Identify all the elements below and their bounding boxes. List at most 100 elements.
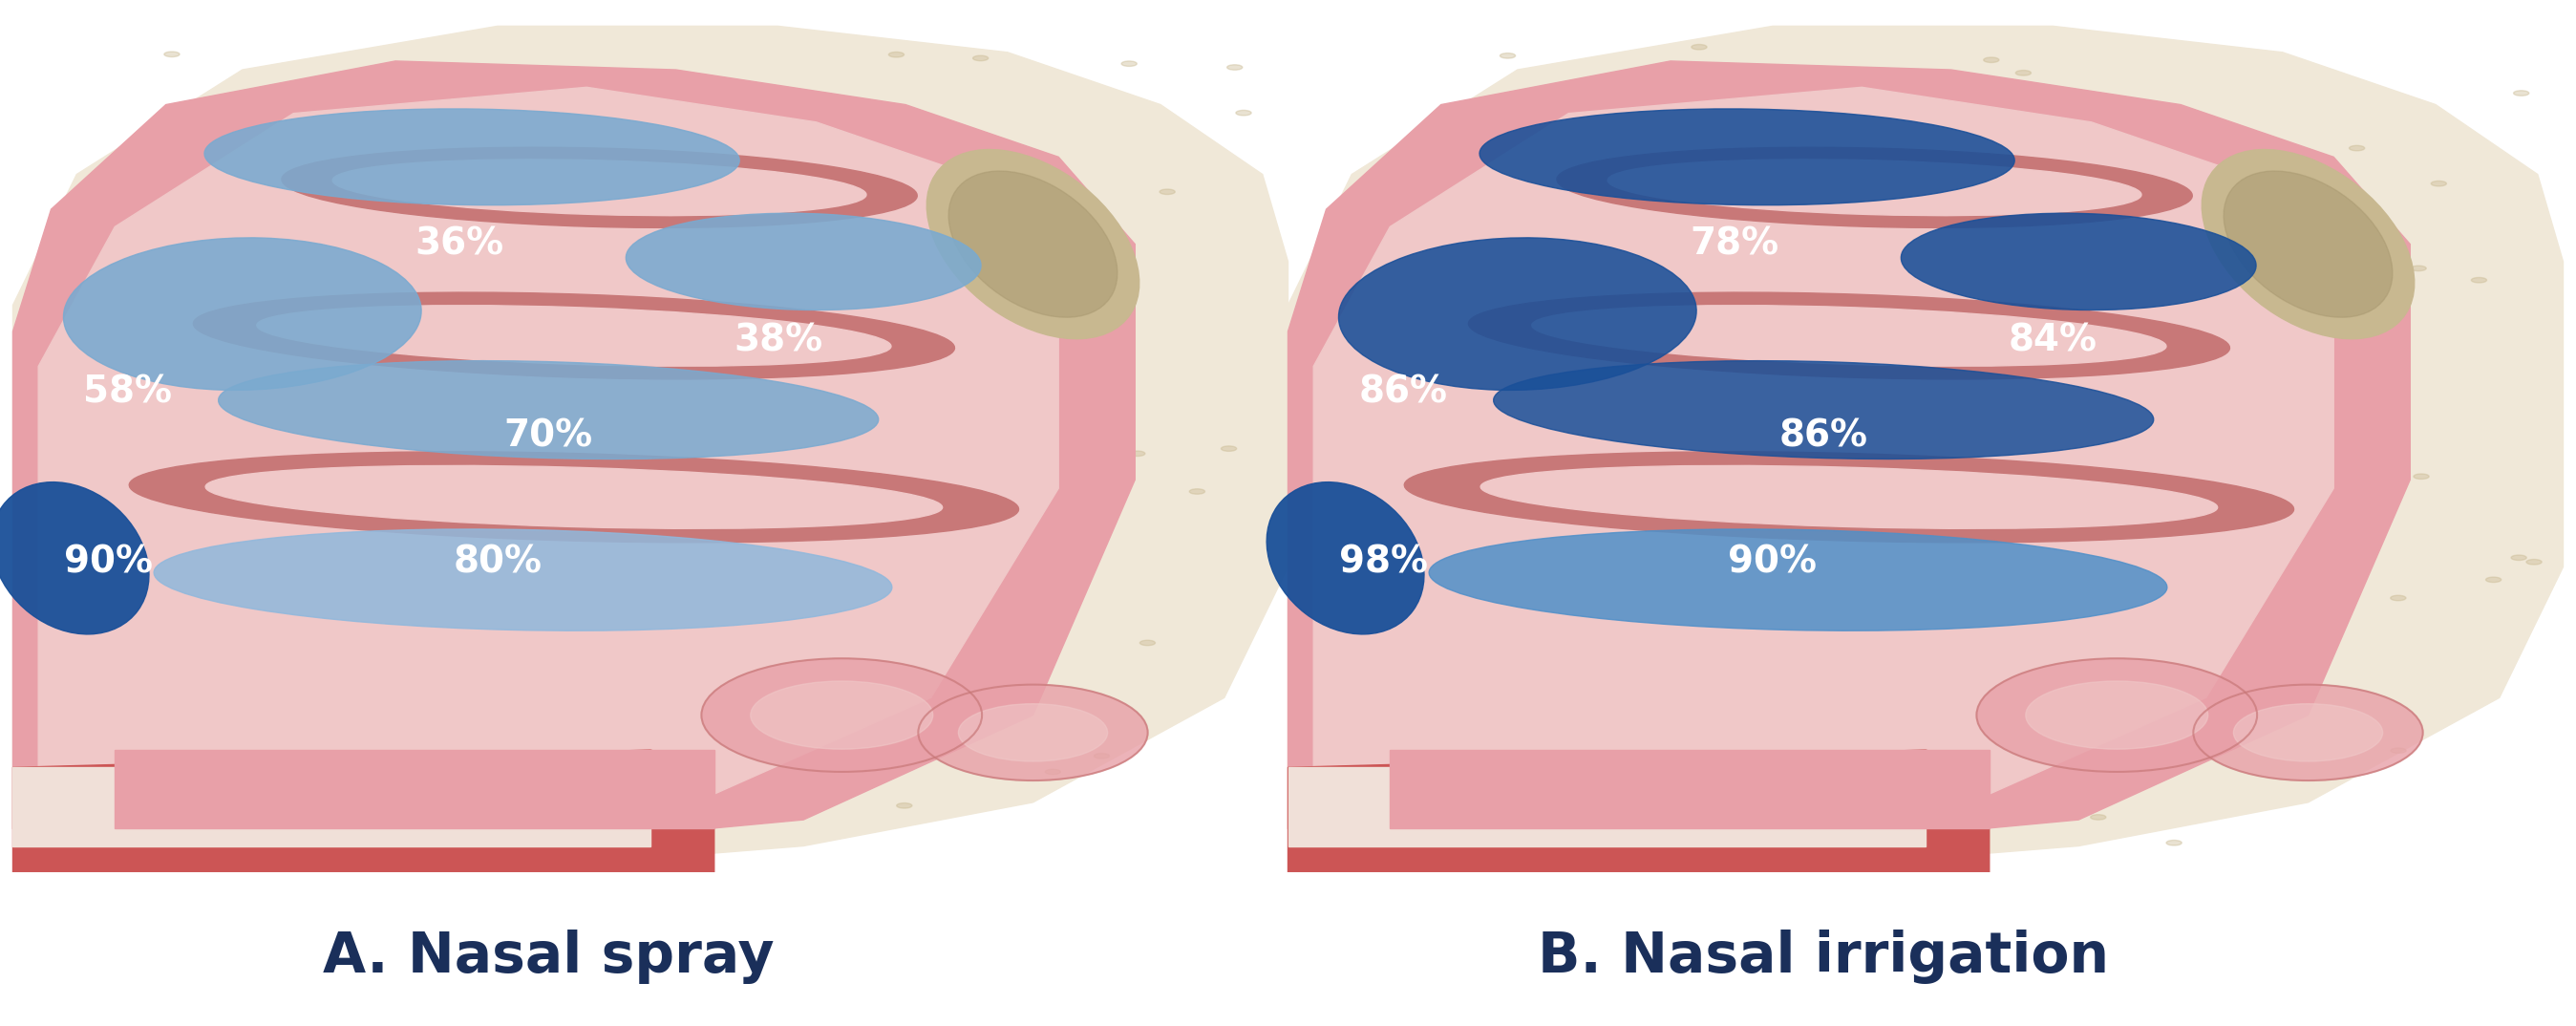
Ellipse shape bbox=[332, 159, 866, 215]
Text: 58%: 58% bbox=[82, 374, 173, 410]
Circle shape bbox=[1381, 845, 1396, 852]
Circle shape bbox=[2045, 374, 2061, 381]
Circle shape bbox=[1631, 574, 1646, 579]
Circle shape bbox=[2411, 266, 2427, 271]
Circle shape bbox=[335, 174, 350, 180]
Circle shape bbox=[1579, 834, 1595, 839]
Ellipse shape bbox=[701, 659, 981, 772]
Ellipse shape bbox=[206, 466, 943, 528]
Circle shape bbox=[2349, 308, 2365, 313]
Circle shape bbox=[546, 685, 562, 692]
Circle shape bbox=[1543, 679, 1558, 684]
Polygon shape bbox=[39, 87, 1059, 829]
Ellipse shape bbox=[2223, 171, 2393, 317]
Circle shape bbox=[2014, 71, 2030, 76]
Circle shape bbox=[636, 563, 652, 568]
Polygon shape bbox=[1288, 61, 2411, 845]
Circle shape bbox=[721, 497, 737, 502]
Ellipse shape bbox=[204, 109, 739, 205]
Circle shape bbox=[1741, 233, 1757, 238]
Circle shape bbox=[1064, 552, 1079, 557]
Ellipse shape bbox=[1901, 213, 2257, 310]
Text: 78%: 78% bbox=[1690, 226, 1780, 263]
Circle shape bbox=[1989, 468, 2004, 473]
Circle shape bbox=[2218, 392, 2233, 397]
Circle shape bbox=[1489, 347, 1504, 352]
Circle shape bbox=[515, 357, 531, 362]
Circle shape bbox=[1355, 466, 1370, 471]
Circle shape bbox=[827, 242, 842, 247]
Circle shape bbox=[631, 754, 647, 759]
Ellipse shape bbox=[626, 213, 981, 310]
Circle shape bbox=[1121, 62, 1136, 67]
Circle shape bbox=[680, 487, 696, 492]
Ellipse shape bbox=[2025, 681, 2208, 749]
Text: 90%: 90% bbox=[1728, 545, 1816, 581]
Circle shape bbox=[2251, 426, 2267, 431]
Circle shape bbox=[1546, 457, 1561, 462]
Circle shape bbox=[484, 566, 500, 571]
Polygon shape bbox=[1288, 750, 1989, 872]
Ellipse shape bbox=[1267, 482, 1425, 634]
Circle shape bbox=[1453, 188, 1468, 193]
Polygon shape bbox=[1391, 750, 1989, 829]
Circle shape bbox=[1917, 727, 1932, 733]
Circle shape bbox=[1958, 654, 1973, 660]
Text: A. Nasal spray: A. Nasal spray bbox=[322, 930, 773, 984]
Circle shape bbox=[1131, 451, 1146, 457]
Circle shape bbox=[549, 169, 564, 174]
Circle shape bbox=[1929, 729, 1945, 735]
Circle shape bbox=[940, 517, 956, 522]
Circle shape bbox=[165, 51, 180, 56]
Circle shape bbox=[242, 721, 258, 727]
Circle shape bbox=[106, 807, 121, 813]
Polygon shape bbox=[1288, 767, 1927, 845]
Circle shape bbox=[513, 241, 528, 246]
Text: 70%: 70% bbox=[505, 418, 592, 455]
Ellipse shape bbox=[64, 238, 422, 390]
Circle shape bbox=[446, 141, 461, 146]
Text: 86%: 86% bbox=[1358, 374, 1448, 410]
Circle shape bbox=[147, 416, 162, 421]
Circle shape bbox=[835, 184, 850, 189]
Circle shape bbox=[536, 209, 551, 214]
Circle shape bbox=[1376, 561, 1391, 566]
Ellipse shape bbox=[129, 451, 1018, 543]
Circle shape bbox=[1481, 708, 1497, 713]
Circle shape bbox=[116, 177, 131, 183]
Circle shape bbox=[1716, 773, 1731, 778]
Ellipse shape bbox=[2192, 684, 2424, 781]
Circle shape bbox=[1862, 587, 1878, 592]
Circle shape bbox=[433, 712, 448, 717]
Circle shape bbox=[325, 750, 340, 755]
Circle shape bbox=[1592, 396, 1607, 401]
Ellipse shape bbox=[1340, 238, 1698, 390]
Circle shape bbox=[1453, 600, 1468, 605]
Circle shape bbox=[2251, 165, 2267, 170]
Circle shape bbox=[889, 52, 904, 57]
Circle shape bbox=[2197, 263, 2213, 269]
Polygon shape bbox=[13, 61, 1136, 845]
Ellipse shape bbox=[1607, 159, 2141, 215]
Circle shape bbox=[744, 372, 760, 379]
Circle shape bbox=[1499, 53, 1515, 58]
Circle shape bbox=[1695, 552, 1710, 557]
Circle shape bbox=[2089, 176, 2105, 182]
Circle shape bbox=[1139, 640, 1154, 645]
Circle shape bbox=[368, 528, 384, 534]
Circle shape bbox=[368, 566, 384, 571]
Ellipse shape bbox=[193, 292, 956, 380]
Text: 86%: 86% bbox=[1780, 418, 1868, 455]
Circle shape bbox=[371, 209, 386, 214]
Ellipse shape bbox=[1556, 148, 2192, 228]
Circle shape bbox=[1607, 477, 1623, 482]
Circle shape bbox=[2362, 353, 2378, 358]
Polygon shape bbox=[1314, 87, 2334, 829]
Ellipse shape bbox=[750, 681, 933, 749]
Circle shape bbox=[1020, 433, 1036, 438]
Circle shape bbox=[914, 184, 930, 189]
Circle shape bbox=[500, 254, 515, 260]
Circle shape bbox=[2486, 577, 2501, 583]
Text: 80%: 80% bbox=[453, 545, 541, 581]
Circle shape bbox=[2414, 474, 2429, 479]
